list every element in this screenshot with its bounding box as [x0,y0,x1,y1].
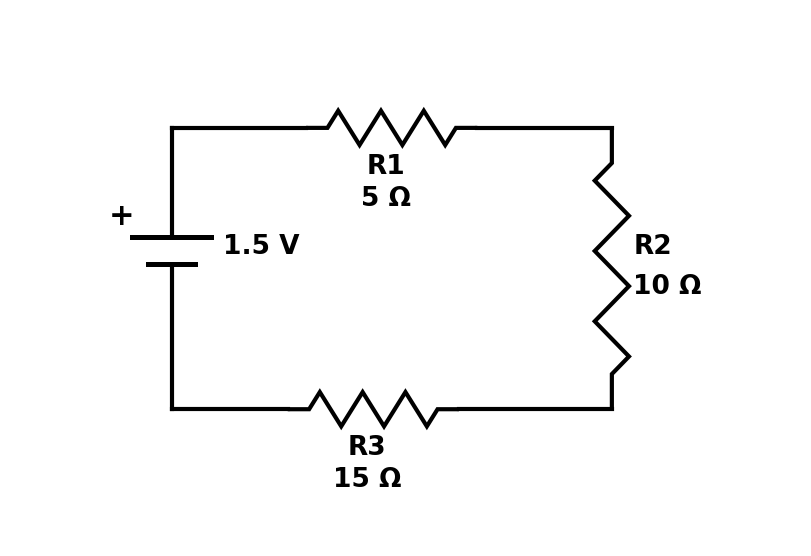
Text: R3: R3 [347,435,386,461]
Text: 15 Ω: 15 Ω [333,467,401,493]
Text: 10 Ω: 10 Ω [633,274,701,300]
Text: R2: R2 [633,234,671,260]
Text: R1: R1 [366,153,405,180]
Text: 1.5 V: 1.5 V [223,234,299,260]
Text: 5 Ω: 5 Ω [360,186,410,212]
Text: +: + [109,202,134,231]
